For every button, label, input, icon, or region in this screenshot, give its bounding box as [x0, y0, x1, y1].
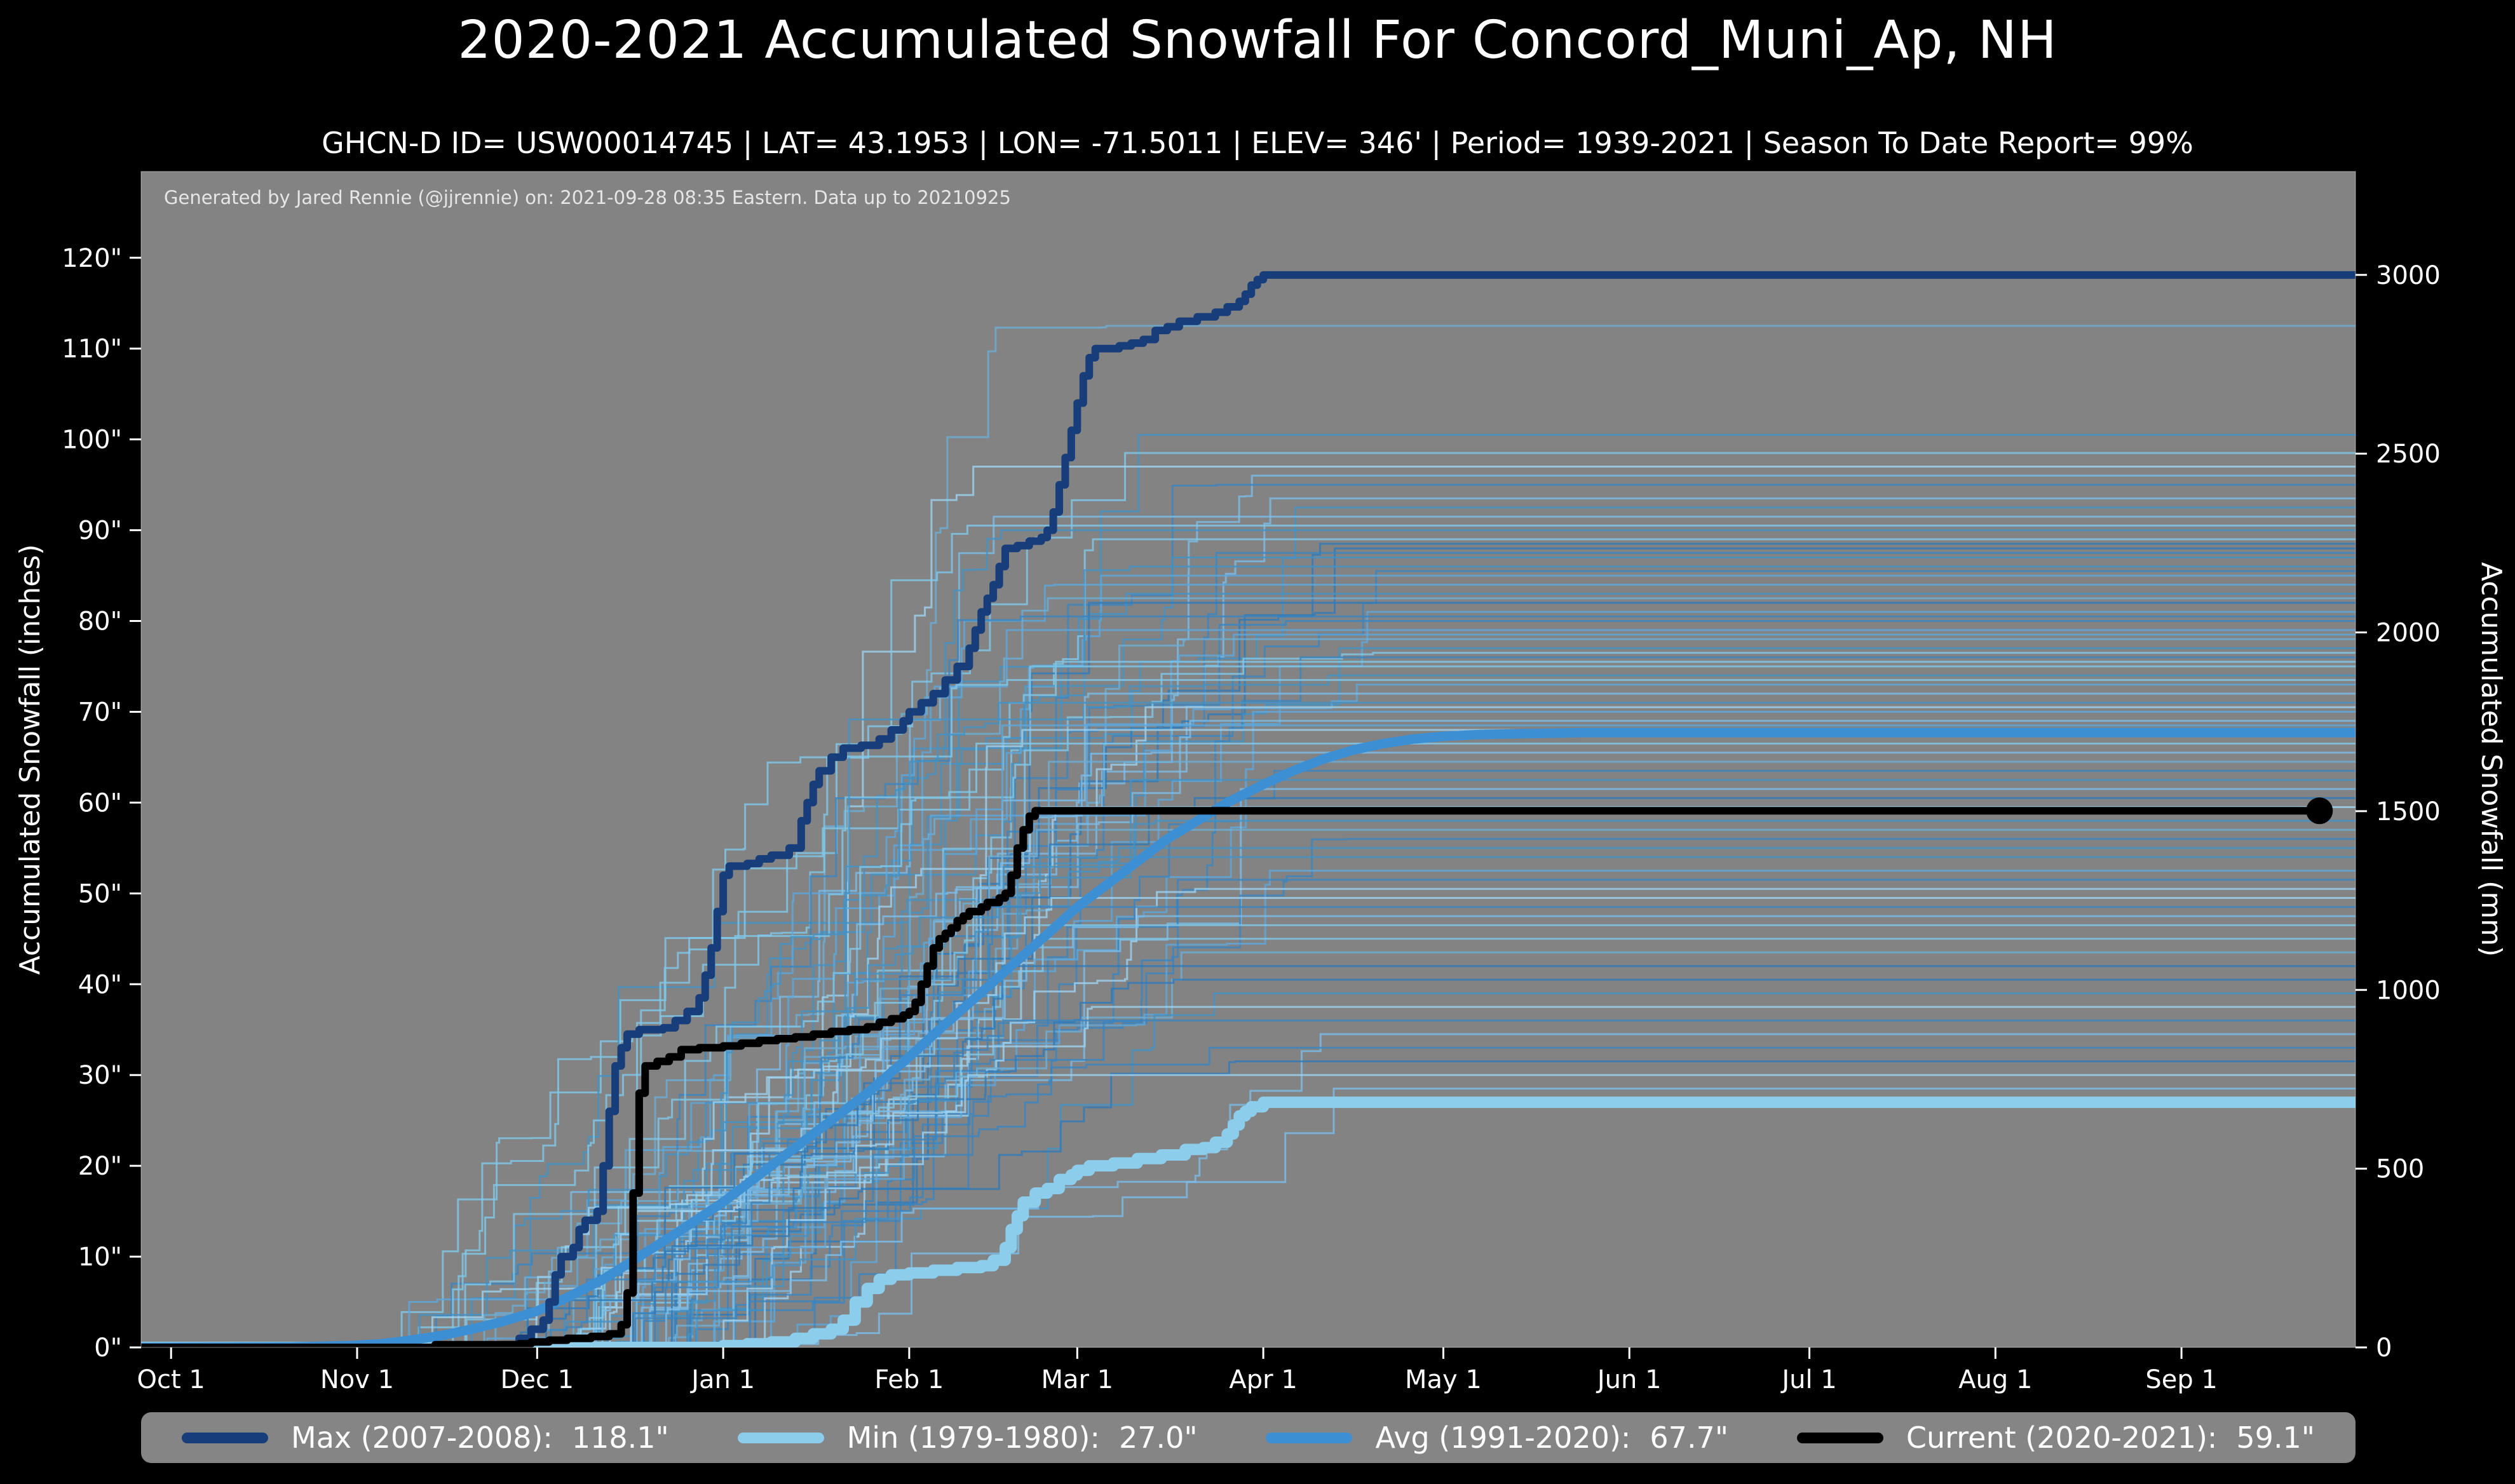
legend-label-avg: Avg (1991-2020):: [1375, 1420, 1631, 1455]
y-right-tick-label: 0: [2376, 1333, 2392, 1363]
season-line: [141, 806, 2356, 1347]
season-line: [141, 1046, 2356, 1347]
y-left-tick-label: 90": [78, 516, 122, 546]
season-line: [141, 879, 2356, 1347]
y-right-tick-label: 1000: [2376, 976, 2441, 1005]
legend-item-min: Min (1979-1980): 27.0": [737, 1420, 1198, 1455]
max-line: [141, 271, 2356, 1347]
legend: Max (2007-2008): 118.1" Min (1979-1980):…: [141, 1412, 2356, 1463]
season-line: [141, 797, 2356, 1347]
current-line: [141, 807, 2320, 1347]
legend-swatch-current: [1796, 1432, 1883, 1443]
y-left-tick-label: 110": [62, 335, 122, 364]
avg-line: [141, 727, 2356, 1347]
season-line: [141, 992, 2356, 1347]
y-left-tick-label: 120": [62, 244, 122, 273]
season-line: [141, 965, 2356, 1347]
y-left-tick-label: 0": [94, 1333, 122, 1363]
y-right-tick-label: 3000: [2376, 261, 2441, 290]
season-line: [141, 543, 2356, 1347]
chart-subtitle: GHCN-D ID= USW00014745 | LAT= 43.1953 | …: [322, 126, 2193, 160]
legend-value-max: 118.1": [571, 1420, 669, 1455]
legend-label-min: Min (1979-1980):: [846, 1420, 1100, 1455]
legend-item-current: Current (2020-2021): 59.1": [1796, 1420, 2315, 1455]
plot-border: [140, 171, 2356, 1348]
x-tick-label: Dec 1: [501, 1365, 574, 1394]
x-tick-label: Jul 1: [1780, 1365, 1836, 1394]
season-line: [141, 951, 2356, 1347]
season-line: [141, 1060, 2356, 1347]
x-tick-label: Nov 1: [320, 1365, 394, 1394]
x-tick-label: Jun 1: [1596, 1365, 1662, 1394]
y-left-tick-label: 70": [78, 698, 122, 727]
y-left-tick-label: 50": [78, 879, 122, 908]
y-right-tick-label: 2500: [2376, 440, 2441, 469]
plot-lines: [141, 271, 2356, 1347]
season-line: [141, 665, 2356, 1347]
legend-item-avg: Avg (1991-2020): 67.7": [1266, 1420, 1728, 1455]
plot-area: [141, 172, 2356, 1347]
y-right-tick-label: 1500: [2376, 797, 2441, 826]
y-right-tick-label: 2000: [2376, 619, 2441, 648]
season-line: [141, 760, 2356, 1347]
chart-title: 2020-2021 Accumulated Snowfall For Conco…: [458, 10, 2057, 71]
x-tick-label: Sep 1: [2145, 1365, 2218, 1394]
legend-value-min: 27.0": [1118, 1420, 1198, 1455]
current-end-marker: [2306, 797, 2333, 825]
y-right-tick-label: 500: [2376, 1155, 2424, 1184]
x-tick-label: May 1: [1405, 1365, 1482, 1394]
y-left-tick-label: 30": [78, 1061, 122, 1090]
season-line: [141, 1074, 2356, 1347]
min-line: [141, 1096, 2356, 1347]
season-line: [141, 779, 2356, 1347]
y-axis-label-left: Accumulated Snowfall (inches): [14, 544, 46, 975]
season-line: [141, 701, 2356, 1347]
season-line: [141, 524, 2356, 1347]
y-left-tick-label: 10": [78, 1243, 122, 1272]
y-left-tick-label: 100": [62, 426, 122, 455]
y-left-tick-label: 80": [78, 607, 122, 637]
x-tick-label: Aug 1: [1958, 1365, 2032, 1394]
legend-label-current: Current (2020-2021):: [1906, 1420, 2218, 1455]
y-left-tick-label: 60": [78, 788, 122, 818]
season-line: [141, 743, 2356, 1347]
y-left-tick-label: 20": [78, 1152, 122, 1181]
legend-swatch-avg: [1266, 1432, 1353, 1443]
season-line: [141, 652, 2356, 1347]
x-tick-label: Apr 1: [1229, 1365, 1297, 1394]
season-line: [141, 615, 2356, 1347]
x-tick-label: Oct 1: [137, 1365, 205, 1394]
y-left-tick-label: 40": [78, 970, 122, 999]
y-axis-label-right: Accumulated Snowfall (mm): [2475, 562, 2507, 957]
annotation: Generated by Jared Rennie (@jjrennie) on…: [164, 187, 1011, 208]
legend-label-max: Max (2007-2008):: [291, 1420, 553, 1455]
x-tick-label: Mar 1: [1041, 1365, 1114, 1394]
legend-value-avg: 67.7": [1650, 1420, 1728, 1455]
x-tick-label: Feb 1: [874, 1365, 944, 1394]
season-line: [141, 325, 2356, 1347]
legend-swatch-min: [737, 1432, 824, 1443]
x-tick-label: Jan 1: [689, 1365, 755, 1394]
season-line: [141, 529, 2356, 1347]
season-line: [141, 678, 2356, 1347]
legend-item-max: Max (2007-2008): 118.1": [182, 1420, 669, 1455]
legend-swatch-max: [182, 1432, 268, 1443]
season-line: [141, 838, 2356, 1347]
legend-value-current: 59.1": [2236, 1420, 2315, 1455]
